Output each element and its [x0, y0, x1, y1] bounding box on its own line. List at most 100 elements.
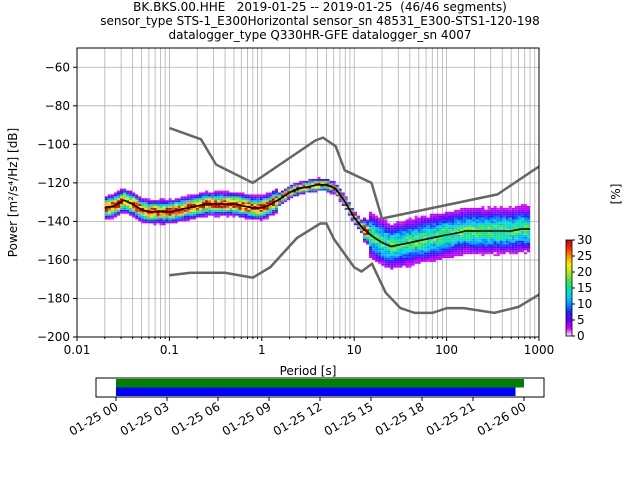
density-cell [153, 223, 157, 226]
density-cell [463, 240, 467, 243]
density-cell [132, 215, 136, 218]
density-cell [481, 205, 485, 208]
density-cell [314, 188, 318, 191]
density-cell [153, 217, 157, 220]
density-cell [478, 213, 482, 216]
density-cell [123, 196, 127, 199]
density-cell [120, 205, 124, 208]
density-cell [517, 234, 521, 237]
density-cell [107, 211, 111, 214]
density-cell [429, 242, 433, 245]
density-cell [265, 213, 269, 216]
density-cell [271, 200, 275, 203]
density-cell [448, 219, 452, 222]
density-cell [153, 207, 157, 210]
density-cell [329, 184, 333, 187]
density-cell [517, 242, 521, 245]
density-cell [107, 204, 111, 206]
density-cell [454, 213, 458, 216]
density-cell [451, 211, 455, 214]
density-cell [527, 217, 531, 220]
density-cell [396, 238, 400, 241]
density-cell [369, 252, 373, 255]
density-cell [308, 186, 312, 189]
density-cell [171, 213, 175, 216]
density-cell [402, 250, 406, 253]
density-cell [520, 221, 524, 224]
density-cell [302, 182, 306, 185]
x-tick-label: 1 [258, 343, 266, 357]
density-cell [396, 254, 400, 257]
density-cell [293, 190, 297, 193]
colorbar-segment [566, 265, 572, 268]
density-cell [244, 204, 248, 206]
density-cell [441, 256, 445, 259]
density-cell [502, 209, 506, 212]
density-cell [381, 250, 385, 253]
density-cell [147, 217, 151, 220]
density-cell [211, 207, 215, 210]
density-cell [426, 259, 430, 262]
density-cell [144, 219, 148, 222]
density-cell [211, 211, 215, 214]
density-cell [451, 256, 455, 259]
density-cell [527, 225, 531, 228]
density-cell [375, 248, 379, 251]
density-cell [387, 248, 391, 251]
density-cell [499, 248, 503, 251]
density-cell [502, 227, 506, 230]
density-cell [481, 221, 485, 224]
density-cell [520, 242, 524, 245]
density-cell [402, 259, 406, 262]
density-cell [408, 229, 412, 232]
density-cell [466, 225, 470, 228]
density-cell [381, 223, 385, 226]
density-cell [408, 234, 412, 237]
density-cell [475, 219, 479, 222]
density-cell [487, 244, 491, 247]
density-cell [523, 234, 528, 237]
x-tick-label: 100 [435, 343, 458, 357]
density-cell [475, 231, 479, 233]
density-cell [420, 258, 424, 260]
density-cell [384, 259, 388, 262]
density-cell [320, 179, 324, 181]
density-cell [472, 246, 476, 249]
density-cell [390, 261, 394, 264]
density-cell [451, 254, 455, 257]
density-cell [438, 219, 442, 222]
density-cell [454, 211, 458, 214]
density-cell [274, 190, 278, 193]
density-cell [320, 188, 324, 191]
density-cell [107, 209, 111, 212]
density-cell [344, 198, 348, 201]
density-cell [132, 209, 136, 212]
density-cell [414, 229, 418, 232]
density-cell [523, 252, 528, 255]
density-cell [123, 198, 127, 201]
density-cell [320, 182, 324, 185]
density-cell [478, 236, 482, 239]
density-cell [435, 242, 439, 245]
density-cell [144, 211, 148, 214]
density-cell [520, 205, 524, 208]
density-cell [165, 202, 169, 205]
density-cell [514, 205, 518, 208]
density-cell [347, 202, 351, 205]
density-cell [107, 217, 111, 220]
density-cell [420, 246, 424, 249]
density-cell [150, 211, 154, 214]
density-cell [232, 198, 236, 201]
density-cell [375, 246, 379, 249]
density-cell [262, 209, 266, 212]
density-cell [156, 215, 160, 218]
density-cell [247, 202, 251, 205]
density-cell [353, 213, 357, 216]
density-cell [335, 192, 339, 195]
density-cell [432, 256, 436, 259]
density-cell [463, 244, 467, 247]
density-cell [277, 202, 281, 205]
density-cell [517, 244, 521, 247]
density-cell [229, 192, 233, 195]
density-cell [202, 215, 206, 218]
